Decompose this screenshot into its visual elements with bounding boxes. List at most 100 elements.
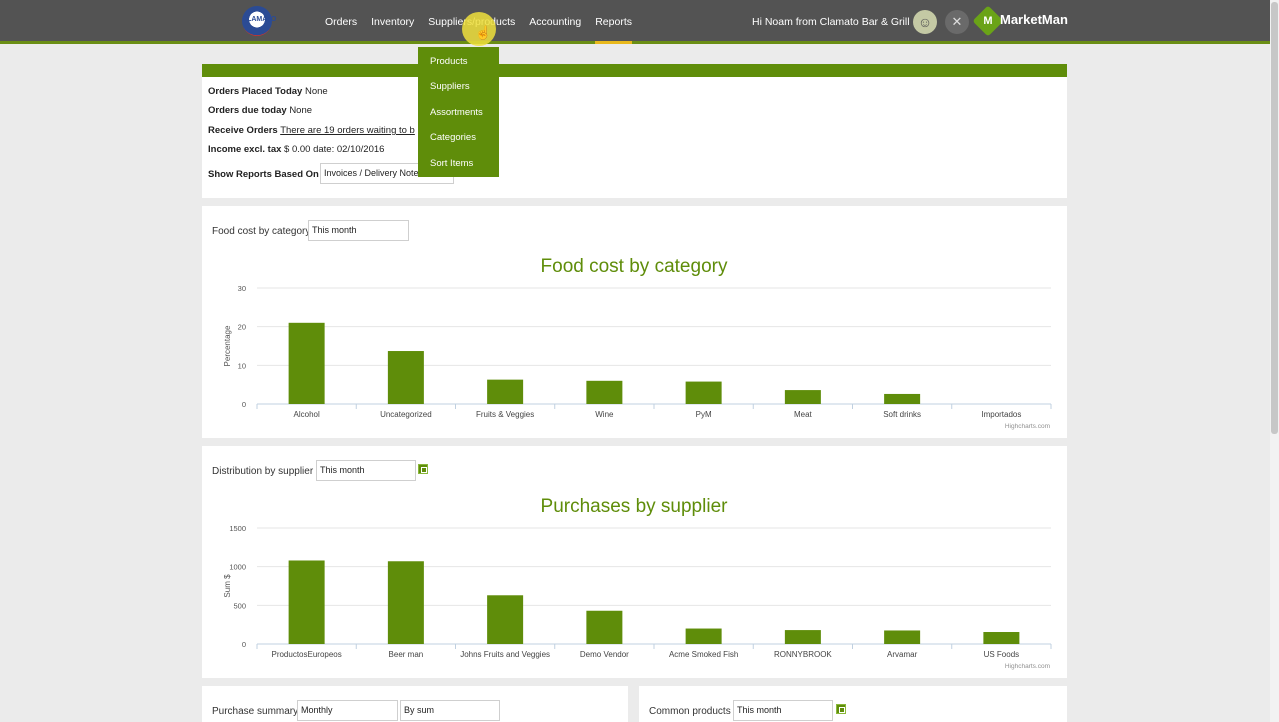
menu-item-products[interactable]: Products (430, 56, 468, 67)
food-cost-y-tick-label: 30 (238, 284, 246, 293)
supplier-x-tick-label: US Foods (984, 650, 1020, 659)
menu-item-sort-items[interactable]: Sort Items (430, 157, 474, 169)
purchase-by-select[interactable]: By sum (400, 700, 500, 721)
food-cost-chart-title: Food cost by category (541, 256, 728, 277)
supplier-control-label: Distribution by supplier (212, 466, 314, 477)
supplier-x-tick-label: Johns Fruits and Veggies (460, 650, 550, 659)
nav-accounting[interactable]: Accounting (529, 16, 582, 28)
food-cost-y-tick-label: 0 (242, 400, 246, 409)
supplier-y-axis-label: Sum $ (223, 574, 232, 598)
supplier-x-tick-label: Acme Smoked Fish (669, 650, 738, 659)
menu-item-assortments[interactable]: Assortments (430, 106, 483, 118)
orders-placed-value: None (304, 86, 328, 97)
purchases-by-supplier-chart: Purchases by supplier 0 500 1000 1500 Sum $ Pr… (223, 496, 1052, 670)
orders-placed-row: Orders Placed Today None (208, 86, 328, 97)
main-nav: Orders Inventory Suppliers/products Acco… (325, 0, 646, 44)
food-cost-chart: Food cost by category 0 10 20 30 Percentage Al… (223, 256, 1052, 430)
orders-due-row: Orders due today None (208, 105, 312, 116)
common-products-panel: Common products This month (639, 686, 1067, 722)
menu-item-suppliers[interactable]: Suppliers (430, 81, 470, 93)
receive-orders-row: Receive Orders There are 19 orders waiti… (208, 125, 415, 136)
suppliers-products-dropdown: Products Suppliers Assortments Categorie… (418, 47, 499, 177)
supplier-x-tick-label: RONNYBROOK (774, 650, 832, 659)
supplier-credit: Highcharts.com (1005, 663, 1050, 670)
orders-due-value: None (289, 105, 313, 116)
supplier-chart-title: Purchases by supplier (541, 496, 729, 517)
food-cost-bar (685, 381, 722, 404)
food-cost-panel: Food cost by category This month Food co… (202, 206, 1067, 438)
logo-text: CLAMATO (242, 16, 277, 23)
common-export-excel-icon[interactable] (836, 704, 846, 714)
supplier-bar (586, 610, 623, 644)
food-cost-x-tick-label: Importados (981, 410, 1021, 419)
food-cost-y-tick-label: 20 (238, 323, 246, 332)
receive-orders-label: Receive Orders (208, 125, 278, 136)
company-logo[interactable]: CLAMATO (242, 6, 277, 36)
food-cost-x-tick-label: Uncategorized (380, 410, 432, 419)
reports-based-row: Show Reports Based On (208, 169, 319, 180)
reports-based-label: Show Reports Based On (208, 169, 319, 180)
food-cost-credit: Highcharts.com (1005, 423, 1050, 430)
export-excel-icon[interactable] (418, 464, 428, 474)
supplier-bar (784, 630, 821, 644)
food-cost-control-label: Food cost by category (212, 226, 311, 237)
supplier-bar (288, 560, 325, 644)
food-cost-bar (586, 380, 623, 404)
purchase-summary-panel: Purchase summary Monthly By sum (202, 686, 628, 722)
food-cost-x-tick-label: Wine (595, 410, 614, 419)
supplier-bar (983, 632, 1020, 644)
supplier-panel: Distribution by supplier This month Purc… (202, 446, 1067, 678)
supplier-bar (884, 630, 921, 644)
supplier-bar (387, 561, 424, 644)
panel-header-strip (202, 64, 1067, 77)
supplier-x-tick-label: Arvamar (887, 650, 918, 659)
nav-orders[interactable]: Orders (325, 16, 358, 28)
supplier-y-tick-label: 500 (233, 601, 246, 610)
income-value: $ 0.00 date: 02/10/2016 (284, 144, 385, 155)
food-cost-x-tick-label: Fruits & Veggies (476, 410, 534, 419)
page-scrollbar[interactable] (1270, 0, 1279, 722)
food-cost-bar (387, 351, 424, 404)
receive-orders-link[interactable]: There are 19 orders waiting to b (280, 125, 415, 136)
purchase-period-select[interactable]: Monthly (297, 700, 398, 721)
orders-placed-label: Orders Placed Today (208, 86, 303, 97)
purchase-summary-label: Purchase summary (212, 706, 299, 717)
hand-cursor-icon: ☝ (475, 25, 492, 40)
settings-tools-icon[interactable]: ✕ (945, 10, 969, 34)
food-cost-x-tick-label: Alcohol (294, 410, 320, 419)
marketman-logo-icon: M (972, 5, 1004, 37)
supplier-y-tick-label: 1500 (229, 524, 246, 533)
food-cost-y-axis-label: Percentage (223, 325, 232, 366)
orders-due-label: Orders due today (208, 105, 287, 116)
cursor-highlight (462, 12, 496, 46)
brand-name: MarketMan (1000, 12, 1068, 27)
top-navbar: CLAMATO Orders Inventory Suppliers/produ… (0, 0, 1270, 44)
food-cost-bar (288, 322, 325, 404)
nav-reports[interactable]: Reports (595, 0, 632, 44)
food-cost-bar (784, 390, 821, 404)
supplier-y-tick-label: 1000 (229, 563, 246, 572)
common-period-select[interactable]: This month (733, 700, 833, 721)
supplier-x-tick-label: Demo Vendor (580, 650, 629, 659)
supplier-period-select[interactable]: This month (316, 460, 416, 481)
income-label: Income excl. tax (208, 144, 282, 155)
food-cost-period-select[interactable]: This month (308, 220, 409, 241)
food-cost-x-tick-label: Soft drinks (883, 410, 921, 419)
supplier-bar (487, 595, 524, 644)
food-cost-bar (884, 393, 921, 404)
feedback-smiley-icon[interactable]: ☺ (913, 10, 937, 34)
food-cost-y-tick-label: 10 (238, 361, 246, 370)
nav-inventory[interactable]: Inventory (371, 16, 415, 28)
supplier-y-tick-label: 0 (242, 640, 246, 649)
food-cost-x-tick-label: Meat (794, 410, 813, 419)
summary-panel: Orders Placed Today None Orders due toda… (202, 64, 1067, 198)
food-cost-x-tick-label: PyM (696, 410, 712, 419)
user-greeting[interactable]: Hi Noam from Clamato Bar & Grill (752, 16, 910, 28)
income-row: Income excl. tax $ 0.00 date: 02/10/2016 (208, 144, 384, 155)
menu-item-categories[interactable]: Categories (430, 132, 476, 144)
supplier-x-tick-label: Beer man (389, 650, 424, 659)
food-cost-bar (487, 379, 524, 404)
supplier-bar (685, 628, 722, 644)
scrollbar-thumb[interactable] (1271, 2, 1278, 434)
supplier-x-tick-label: ProductosEuropeos (271, 650, 341, 659)
